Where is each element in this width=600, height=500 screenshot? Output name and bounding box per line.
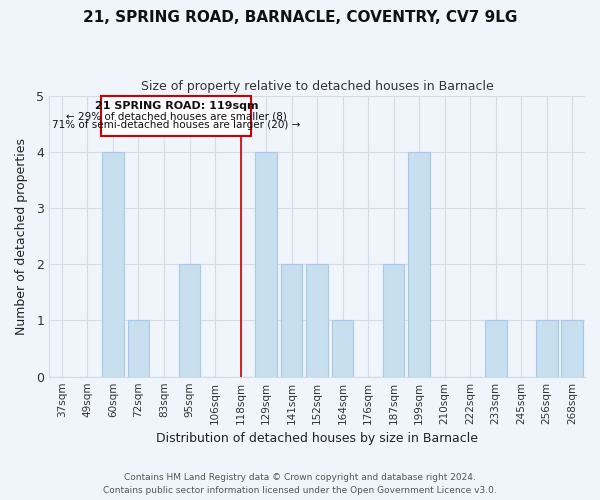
Title: Size of property relative to detached houses in Barnacle: Size of property relative to detached ho… bbox=[141, 80, 493, 93]
Bar bbox=[562, 320, 583, 376]
Bar bbox=[536, 320, 557, 376]
Bar bbox=[281, 264, 302, 376]
Bar bbox=[485, 320, 506, 376]
Text: 21, SPRING ROAD, BARNACLE, COVENTRY, CV7 9LG: 21, SPRING ROAD, BARNACLE, COVENTRY, CV7… bbox=[83, 10, 517, 25]
Bar bbox=[332, 320, 353, 376]
Bar bbox=[306, 264, 328, 376]
Text: Contains HM Land Registry data © Crown copyright and database right 2024.
Contai: Contains HM Land Registry data © Crown c… bbox=[103, 474, 497, 495]
Bar bbox=[255, 152, 277, 376]
Y-axis label: Number of detached properties: Number of detached properties bbox=[15, 138, 28, 334]
X-axis label: Distribution of detached houses by size in Barnacle: Distribution of detached houses by size … bbox=[156, 432, 478, 445]
Bar bbox=[383, 264, 404, 376]
Bar bbox=[128, 320, 149, 376]
Bar bbox=[179, 264, 200, 376]
FancyBboxPatch shape bbox=[101, 96, 251, 136]
Bar bbox=[409, 152, 430, 376]
Text: ← 29% of detached houses are smaller (8): ← 29% of detached houses are smaller (8) bbox=[66, 112, 287, 122]
Bar bbox=[102, 152, 124, 376]
Text: 21 SPRING ROAD: 119sqm: 21 SPRING ROAD: 119sqm bbox=[95, 101, 258, 111]
Text: 71% of semi-detached houses are larger (20) →: 71% of semi-detached houses are larger (… bbox=[52, 120, 301, 130]
